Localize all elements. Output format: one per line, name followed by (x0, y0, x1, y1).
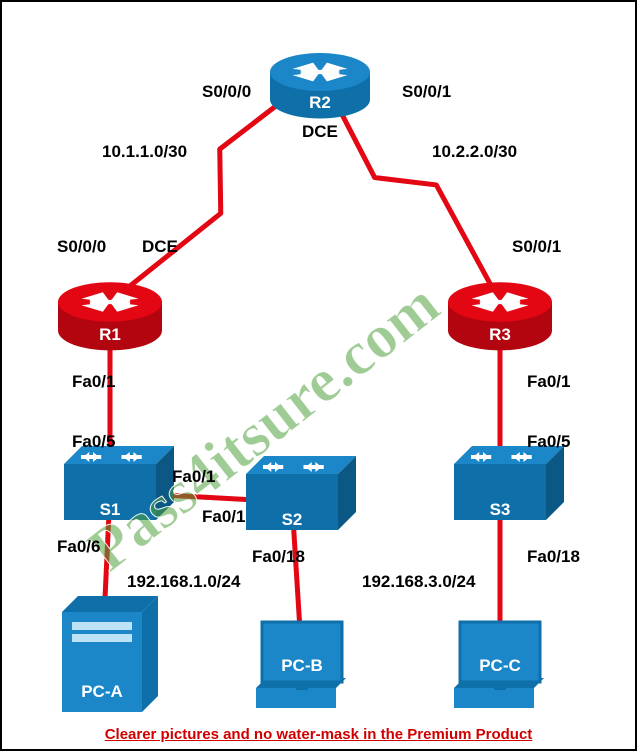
interface-label: Fa0/18 (527, 547, 580, 567)
router-R1 (58, 282, 162, 350)
footer-note: Clearer pictures and no water-mask in th… (2, 726, 635, 743)
interface-label: Fa0/5 (527, 432, 570, 452)
router-R3 (448, 282, 552, 350)
interface-label: Fa0/5 (72, 432, 115, 452)
switch-S2 (246, 456, 356, 530)
interface-label: Fa0/1 (172, 467, 215, 487)
pc-PC-C (454, 622, 544, 708)
interface-label: Fa0/6 (57, 537, 100, 557)
pc-PC-B (256, 622, 346, 708)
pc-PC-A (62, 596, 158, 712)
interface-label: 192.168.1.0/24 (127, 572, 240, 592)
interface-label: 10.2.2.0/30 (432, 142, 517, 162)
switch-S1 (64, 446, 174, 520)
interface-label: S0/0/0 (202, 82, 251, 102)
interface-label: Fa0/1 (202, 507, 245, 527)
interface-label: 10.1.1.0/30 (102, 142, 187, 162)
interface-label: S0/0/1 (402, 82, 451, 102)
interface-label: DCE (142, 237, 178, 257)
router-R2 (270, 53, 370, 119)
interface-label: DCE (302, 122, 338, 142)
switch-S3 (454, 446, 564, 520)
interface-label: 192.168.3.0/24 (362, 572, 475, 592)
interface-label: S0/0/0 (57, 237, 106, 257)
interface-label: Fa0/18 (252, 547, 305, 567)
interface-label: S0/0/1 (512, 237, 561, 257)
interface-label: Fa0/1 (527, 372, 570, 392)
interface-label: Fa0/1 (72, 372, 115, 392)
